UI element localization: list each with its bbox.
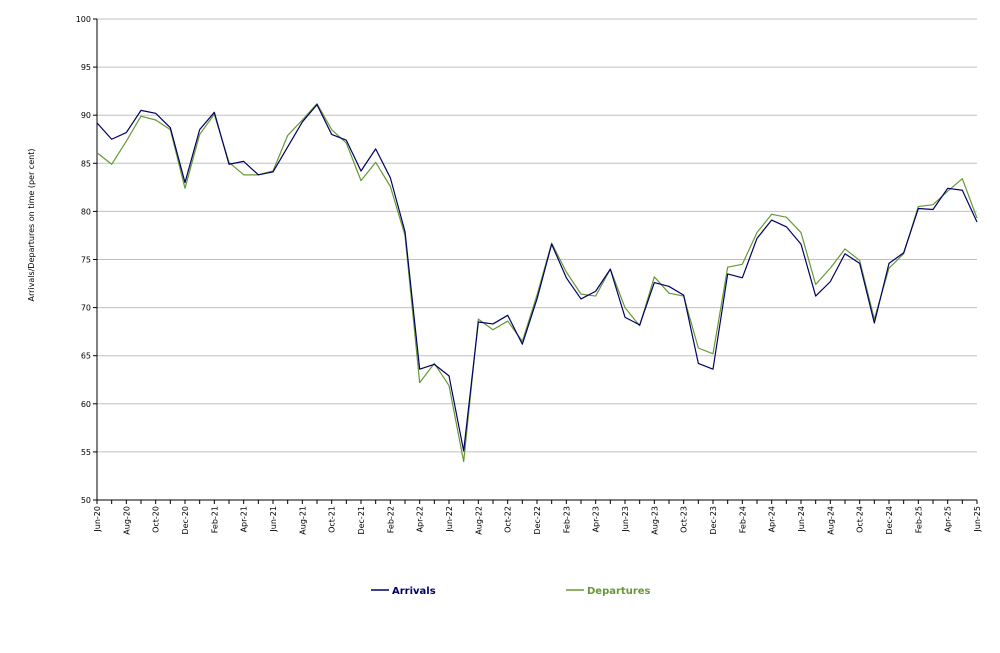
- x-tick-label: Oct-24: [856, 506, 865, 533]
- x-tick-label: Jun-25: [973, 506, 982, 533]
- x-tick-label: Apr-23: [592, 506, 601, 532]
- y-axis-ticks: 50 55 60 65 70 75 80 85 90 95 100: [76, 15, 97, 505]
- legend-label-departures: Departures: [587, 586, 651, 597]
- y-axis-label: Arrivals/Departures on time (per cent): [27, 149, 36, 302]
- x-tick-label: Feb-25: [914, 506, 923, 533]
- x-axis-ticks: Jun-20 Aug-20 Oct-20 Dec-20 Feb-21 Apr-21 Jun-…: [93, 500, 982, 535]
- series-lines: [96, 103, 978, 463]
- y-tick-label: 85: [81, 159, 91, 168]
- y-tick-label: 75: [81, 256, 91, 265]
- legend-label-arrivals: Arrivals: [392, 586, 436, 597]
- x-tick-label: Oct-20: [152, 506, 161, 533]
- y-tick-label: 80: [81, 207, 91, 216]
- x-tick-label: Jun-21: [269, 506, 278, 533]
- y-tick-label: 90: [81, 111, 91, 120]
- x-tick-label: Aug-22: [474, 506, 483, 535]
- x-tick-label: Oct-22: [504, 506, 513, 533]
- x-tick-label: Apr-25: [944, 506, 953, 532]
- y-tick-label: 65: [81, 352, 91, 361]
- x-tick-label: Apr-24: [768, 506, 777, 532]
- x-tick-label: Jun-24: [797, 506, 806, 533]
- x-tick-label: Aug-20: [122, 506, 131, 535]
- x-tick-label: Jun-20: [93, 506, 102, 533]
- x-tick-label: Feb-22: [386, 506, 395, 533]
- y-tick-label: 95: [81, 63, 91, 72]
- x-tick-label: Dec-23: [709, 506, 718, 535]
- x-tick-label: Aug-24: [826, 506, 835, 535]
- x-tick-label: Jun-23: [621, 506, 630, 533]
- x-tick-label: Dec-24: [885, 506, 894, 535]
- legend: Arrivals Departures: [371, 586, 651, 597]
- y-tick-label: 60: [81, 400, 91, 409]
- y-tick-label: 50: [81, 496, 91, 505]
- y-tick-label: 55: [81, 448, 91, 457]
- y-tick-label: 70: [81, 304, 91, 313]
- series-line-arrivals: [96, 104, 978, 452]
- x-tick-label: Dec-21: [357, 506, 366, 535]
- x-tick-label: Apr-21: [240, 506, 249, 532]
- x-tick-label: Feb-23: [562, 506, 571, 533]
- x-tick-label: Feb-21: [210, 506, 219, 533]
- x-tick-label: Oct-23: [680, 506, 689, 533]
- x-tick-label: Dec-20: [181, 506, 190, 535]
- x-tick-label: Feb-24: [738, 506, 747, 533]
- y-tick-label: 100: [76, 15, 91, 24]
- x-tick-label: Oct-21: [328, 506, 337, 533]
- series-line-departures: [96, 103, 978, 463]
- x-tick-label: Aug-23: [650, 506, 659, 535]
- x-tick-label: Dec-22: [533, 506, 542, 535]
- x-tick-label: Jun-22: [445, 506, 454, 533]
- x-tick-label: Apr-22: [416, 506, 425, 532]
- x-tick-label: Aug-21: [298, 506, 307, 535]
- gridlines: [96, 18, 977, 501]
